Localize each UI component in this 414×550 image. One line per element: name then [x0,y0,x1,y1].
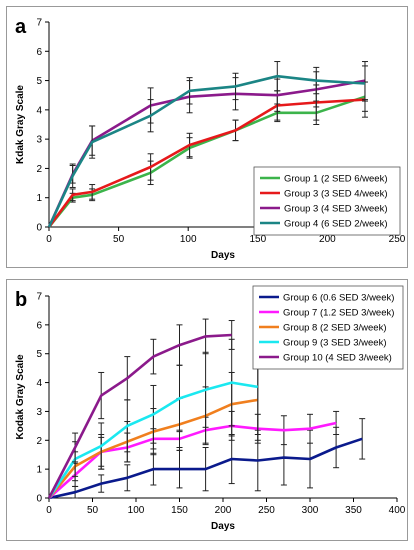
chart-b-legend-entry: Group 6 (0.6 SED 3/week) [283,293,394,304]
chart-b-legend-entry: Group 8 (2 SED 3/week) [283,323,387,334]
chart-b-x-tick-label: 350 [345,505,362,516]
chart-a-x-axis-label: Days [211,250,235,261]
chart-b-x-tick-label: 300 [302,505,319,516]
chart-b-series-2 [48,410,340,499]
chart-b-x-tick-label: 100 [128,505,145,516]
chart-a-y-tick-label: 0 [36,223,42,234]
chart-a-y-tick-label: 6 [36,47,42,58]
chart-b-y-tick-label: 3 [36,407,42,418]
chart-b-y-tick-label: 4 [36,378,42,389]
chart-b-series-line [47,381,259,499]
chart-b-x-tick-label: 400 [389,505,406,516]
chart-a-y-tick-label: 1 [36,193,42,204]
chart-a-y-tick-label: 2 [36,164,42,175]
chart-panel-b: b 0 1 2 3 4 5 6 7 0 50 100 150 200 250 300 350 400 Days Kod… [6,279,408,541]
chart-b-x-tick-label: 250 [258,505,275,516]
chart-a-legend-entry: Group 3 (3 SED 4/week) [284,189,388,200]
chart-a-legend-entry: Group 1 (2 SED 6/week) [284,174,388,185]
chart-a-y-tick-label: 5 [36,76,42,87]
chart-b-y-tick-label: 7 [36,292,42,303]
chart-a-x-tick-label: 50 [113,234,125,245]
chart-a-y-tick-label: 7 [36,18,42,29]
chart-b-y-tick-label: 0 [36,494,42,505]
chart-b-legend-entry: Group 9 (3 SED 3/week) [283,338,387,349]
chart-a-series-line [47,74,366,228]
chart-a-panel-label: a [15,16,27,38]
chart-panel-a: a 0 1 2 3 4 5 6 7 0 50 100 150 200 250 Days Kdak Gray Sc… [6,6,408,268]
chart-a-x-tick-label: 250 [389,234,406,245]
chart-b-series-line [48,437,363,500]
chart-b-x-axis-label: Days [211,521,235,532]
chart-b-y-axis-label: Kodak Gray Scale [15,354,26,439]
chart-b-y-tick-label: 2 [36,436,42,447]
chart-a-svg: a 0 1 2 3 4 5 6 7 0 50 100 150 200 250 Days Kdak Gray Sc… [15,16,406,261]
chart-a-x-tick-label: 150 [249,234,266,245]
chart-a-legend-entry: Group 4 (6 SED 2/week) [284,219,388,230]
chart-b-legend: Group 6 (0.6 SED 3/week) Group 7 (1.2 SED… [252,285,404,370]
chart-a-series-line [47,98,366,228]
chart-b-x-tick-label: 200 [215,505,232,516]
chart-b-svg: b 0 1 2 3 4 5 6 7 0 50 100 150 200 250 300 350 400 Days Kod… [15,285,406,532]
chart-a-series-4 [47,61,368,228]
chart-b-series-4 [47,333,261,499]
chart-b-x-tick-label: 50 [87,505,99,516]
chart-a-y-tick-label: 3 [36,135,42,146]
chart-a-x-tick-label: 0 [46,234,52,245]
chart-a-y-axis-label: Kdak Gray Scale [15,85,26,164]
chart-b-x-tick-label: 150 [171,505,188,516]
chart-a-x-tick-label: 200 [319,234,336,245]
chart-b-y-tick-label: 6 [36,320,42,331]
chart-b-legend-entry: Group 7 (1.2 SED 3/week) [283,308,394,319]
chart-b-x-tick-label: 0 [46,505,52,516]
chart-b-series-5 [47,318,235,499]
chart-b-y-tick-label: 5 [36,349,42,360]
chart-a-legend: Group 1 (2 SED 6/week) Group 3 (3 SED 4/w… [253,166,401,236]
chart-a-y-tick-label: 4 [36,105,42,116]
chart-b-series-line [47,333,232,499]
chart-b-panel-label: b [15,289,27,311]
chart-b-legend-entry: Group 10 (4 SED 3/week) [283,353,392,364]
chart-b-y-tick-label: 1 [36,465,42,476]
chart-a-x-tick-label: 100 [180,234,197,245]
chart-a-legend-entry: Group 3 (4 SED 3/week) [284,204,388,215]
